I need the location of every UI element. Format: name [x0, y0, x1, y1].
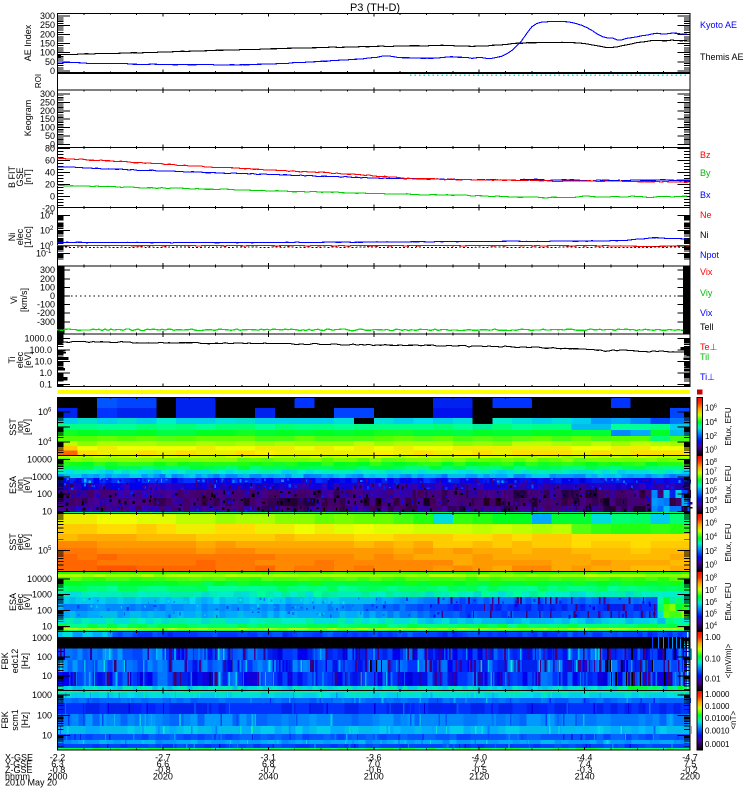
svg-text:250: 250 [40, 20, 55, 30]
svg-text:P3 (TH-D): P3 (TH-D) [350, 2, 400, 14]
svg-text:Vix: Vix [700, 267, 713, 277]
svg-text:ROI: ROI [34, 74, 43, 88]
svg-text:Bx: Bx [700, 190, 711, 200]
svg-text:Til: Til [700, 352, 709, 362]
svg-text:300: 300 [40, 265, 55, 275]
svg-text:[nT]: [nT] [23, 169, 33, 185]
svg-text:[eV]: [eV] [23, 352, 33, 368]
svg-text:-200: -200 [37, 308, 55, 318]
svg-text:Kyoto AE: Kyoto AE [700, 20, 737, 30]
svg-text:200: 200 [40, 274, 55, 284]
svg-text:100: 100 [40, 48, 55, 58]
svg-text:Npot: Npot [700, 250, 720, 260]
svg-text:Tell: Tell [700, 322, 714, 332]
svg-text:Themis AE: Themis AE [700, 52, 744, 62]
svg-text:100: 100 [40, 282, 55, 292]
svg-text:0: 0 [50, 291, 55, 301]
svg-text:80: 80 [45, 144, 55, 154]
svg-text:60: 60 [45, 156, 55, 166]
svg-text:0: 0 [50, 66, 55, 76]
svg-text:Te⊥: Te⊥ [700, 342, 718, 352]
svg-text:50: 50 [45, 57, 55, 67]
svg-text:AE Index: AE Index [23, 24, 33, 61]
svg-text:150: 150 [40, 39, 55, 49]
svg-text:Viy: Viy [700, 288, 713, 298]
svg-text:By: By [700, 168, 711, 178]
svg-text:1000.0: 1000.0 [24, 334, 52, 344]
svg-text:[1/cc]: [1/cc] [23, 226, 33, 248]
svg-text:1.0: 1.0 [39, 368, 52, 378]
svg-text:10.0: 10.0 [34, 357, 52, 367]
svg-text:-300: -300 [37, 317, 55, 327]
svg-text:0: 0 [50, 192, 55, 202]
svg-text:Ti⊥: Ti⊥ [700, 372, 715, 382]
svg-text:-100: -100 [37, 300, 55, 310]
svg-text:Vi: Vi [9, 296, 19, 304]
svg-text:200: 200 [40, 29, 55, 39]
svg-text:Ni: Ni [700, 230, 709, 240]
svg-text:0.1: 0.1 [39, 380, 52, 390]
svg-text:40: 40 [45, 168, 55, 178]
svg-text:[km/s]: [km/s] [19, 288, 29, 312]
svg-text:Vix: Vix [700, 308, 713, 318]
svg-text:Ne: Ne [700, 210, 712, 220]
svg-text:20: 20 [45, 180, 55, 190]
svg-text:Bz: Bz [700, 150, 711, 160]
svg-text:Keogram: Keogram [23, 100, 33, 137]
svg-text:300: 300 [40, 89, 55, 99]
svg-text:300: 300 [40, 11, 55, 21]
